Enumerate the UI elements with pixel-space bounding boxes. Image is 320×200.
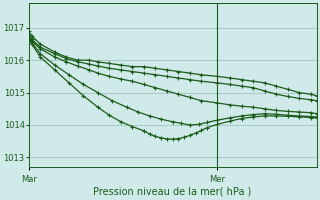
X-axis label: Pression niveau de la mer( hPa ): Pression niveau de la mer( hPa ) xyxy=(93,187,252,197)
